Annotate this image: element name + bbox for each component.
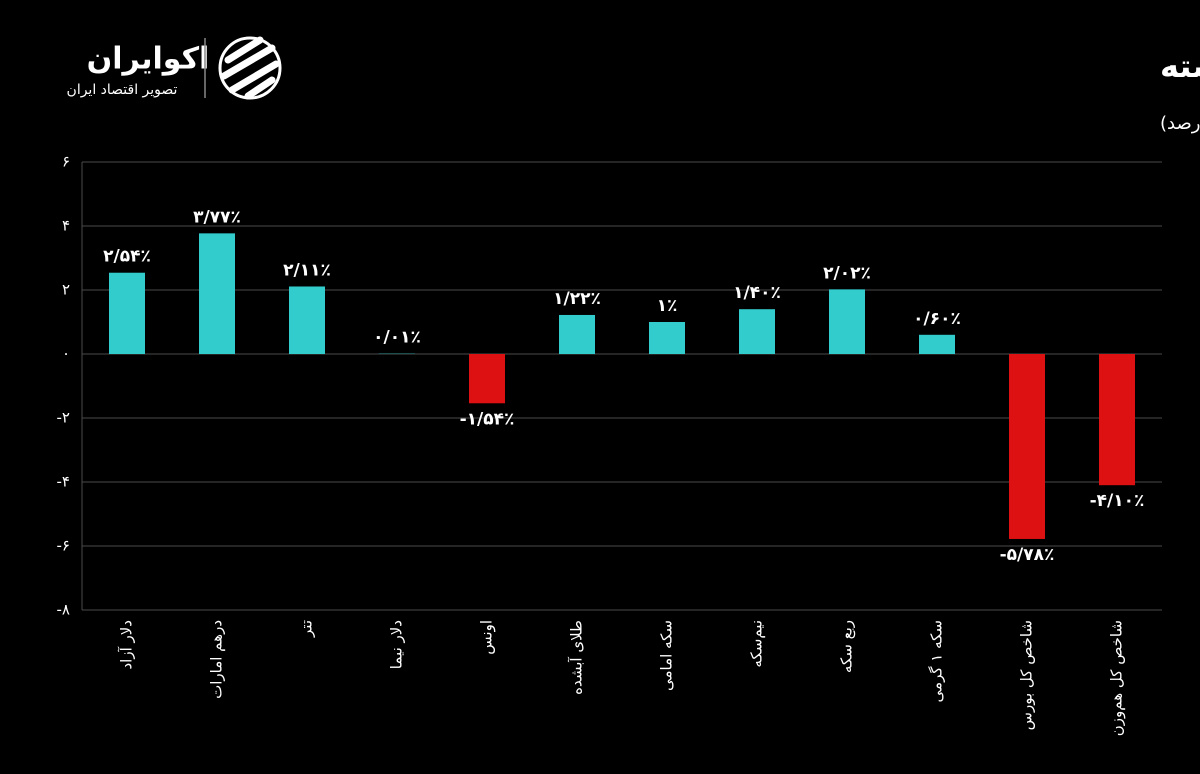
- bar: [289, 286, 325, 354]
- value-label: ۱٪: [657, 296, 678, 316]
- x-tick-label: دلار نیما: [388, 620, 406, 669]
- chart-subtitle: (واحد: درصد): [1160, 113, 1200, 134]
- chart-title: تغییرات بازارها در هفته گذشته: [1160, 47, 1200, 85]
- y-tick-label: -۶: [57, 537, 70, 555]
- x-tick-label: اونس: [478, 620, 496, 655]
- x-tick-label: شاخص کل هم‌وزن: [1108, 620, 1126, 736]
- bar: [739, 309, 775, 354]
- x-tick-label: درهم امارات: [208, 620, 226, 699]
- logo-name: اکوایران: [87, 42, 210, 77]
- value-label: ۳/۷۷٪: [193, 207, 241, 227]
- logo-tagline: تصویر اقتصاد ایران: [67, 82, 178, 98]
- value-label: -۵/۷۸٪: [1000, 545, 1055, 565]
- bar: [559, 315, 595, 354]
- logo-icon: [220, 38, 280, 98]
- x-tick-label: سکه ۱ گرمی: [928, 620, 946, 702]
- value-label: -۱/۵۴٪: [460, 409, 515, 429]
- x-tick-label: نیم‌سکه: [748, 620, 766, 668]
- x-tick-label: ربع سکه: [838, 620, 856, 673]
- value-label: ۱/۲۲٪: [553, 289, 601, 309]
- bar: [199, 233, 235, 354]
- value-label: ۰/۰۱٪: [373, 328, 421, 348]
- y-tick-label: -۲: [57, 409, 70, 427]
- y-tick-label: -۸: [57, 601, 70, 619]
- value-label: ۱/۴۰٪: [733, 283, 781, 303]
- bar: [1009, 354, 1045, 539]
- y-tick-label: -۴: [57, 473, 70, 491]
- value-label: ۲/۰۲٪: [823, 263, 871, 283]
- x-tick-label: شاخص کل بورس: [1018, 620, 1036, 730]
- y-tick-label: ۴: [62, 217, 70, 235]
- bar: [649, 322, 685, 354]
- y-tick-label: ۲: [62, 281, 70, 299]
- y-tick-label: ۶: [62, 153, 70, 171]
- x-tick-label: تتر: [298, 620, 316, 638]
- value-label: ۲/۱۱٪: [283, 260, 331, 280]
- value-label: -۴/۱۰٪: [1090, 491, 1145, 511]
- y-tick-label: ۰: [62, 345, 70, 363]
- bar: [919, 335, 955, 354]
- bar: [109, 273, 145, 354]
- x-tick-label: دلار آزاد: [118, 620, 136, 670]
- x-tick-label: سکه امامی: [658, 620, 676, 691]
- bar: [469, 354, 505, 403]
- bar: [829, 289, 865, 354]
- bar: [1099, 354, 1135, 485]
- value-label: ۲/۵۴٪: [103, 247, 151, 267]
- value-label: ۰/۶۰٪: [913, 309, 961, 329]
- x-tick-label: طلای آبشده: [568, 620, 586, 695]
- logo: اکوایران تصویر اقتصاد ایران: [67, 38, 280, 98]
